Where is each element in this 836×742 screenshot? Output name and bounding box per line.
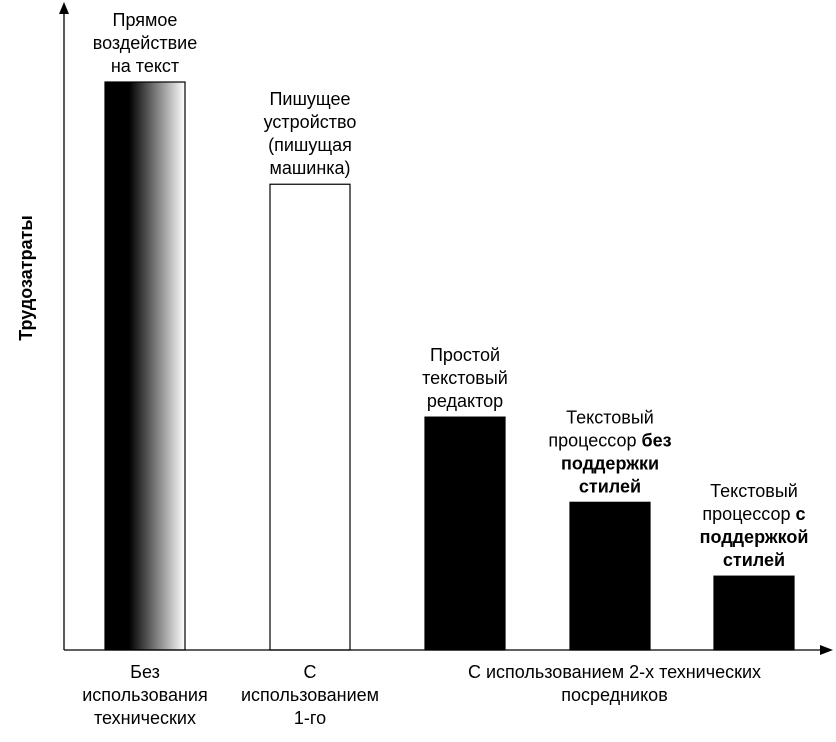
bar-2 xyxy=(269,183,351,651)
x-group-1-label-line: технических xyxy=(94,708,196,728)
bar-2-label-line: Пишущее xyxy=(269,89,350,109)
bar-5 xyxy=(713,575,795,651)
x-group-2-label-line: 1-го xyxy=(294,708,326,728)
bar-4 xyxy=(569,501,651,651)
bar-2-label-line: машинка) xyxy=(269,158,350,178)
bar-4-label-line: Текстовый xyxy=(566,407,654,427)
bar-5-label-line: процессор с xyxy=(702,504,805,524)
bar-1-label-line: воздействие xyxy=(93,33,197,53)
bar-1-label-line: Прямое xyxy=(113,10,178,30)
x-group-3-label-line: посредников xyxy=(561,685,668,705)
bar-4-label-line: процессор без xyxy=(548,430,671,450)
x-group-3-label-line: С использованием 2-х технических xyxy=(468,662,761,682)
bar-4-label-line: стилей xyxy=(579,476,641,496)
bar-3 xyxy=(424,416,506,651)
bar-2-label-line: устройство xyxy=(264,112,357,132)
y-axis-title: Трудозатраты xyxy=(16,215,36,341)
bar-1-label-line: на текст xyxy=(111,56,179,76)
bar-1 xyxy=(104,81,186,651)
x-group-2-label-line: С xyxy=(304,662,317,682)
x-group-1-label-line: Без xyxy=(130,662,160,682)
bar-3-label-line: редактор xyxy=(427,391,503,411)
x-group-1-label-line: использования xyxy=(82,685,207,705)
bar-5-label-line: поддержкой xyxy=(700,527,809,547)
x-axis-arrow-icon xyxy=(820,645,833,655)
x-group-2-label-line: использованием xyxy=(241,685,379,705)
bar-2-label-line: (пишущая xyxy=(268,135,352,155)
bar-3-label-line: текстовый xyxy=(422,368,508,388)
bar-4-label-line: поддержки xyxy=(561,453,659,473)
bar-5-label-line: стилей xyxy=(723,550,785,570)
y-axis-arrow-icon xyxy=(59,2,69,14)
bar-3-label-line: Простой xyxy=(430,345,500,365)
bar-5-label-line: Текстовый xyxy=(710,481,798,501)
